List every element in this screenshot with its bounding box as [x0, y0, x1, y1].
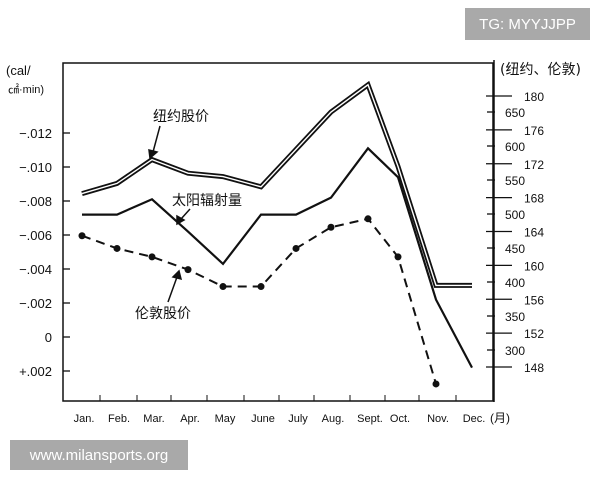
ny-axis-tick-label: 400 — [505, 276, 525, 290]
london-axis-tick-label: 180 — [524, 90, 544, 104]
london-axis-tick-label: 164 — [524, 226, 544, 240]
arrow-solar — [180, 208, 191, 220]
arrow-ny — [152, 125, 161, 153]
london-axis-tick-label: 156 — [524, 293, 544, 307]
series-london-point — [394, 253, 402, 261]
left-axis-unit-line2: ㎠·min) — [8, 83, 44, 96]
series-london-point — [184, 266, 192, 274]
x-axis-tick-label: Mar. — [143, 413, 164, 425]
ny-axis-tick-label: 600 — [505, 140, 525, 154]
left-axis-tick-label: 0 — [45, 330, 52, 345]
left-axis-tick-label: −.012 — [19, 126, 52, 141]
london-axis-tick-label: 168 — [524, 192, 544, 206]
series-london-point — [148, 253, 156, 261]
annotation-ny: 纽约股价 — [153, 109, 209, 125]
ny-axis-tick-label: 450 — [505, 242, 525, 256]
left-axis-tick-label: +.002 — [19, 364, 52, 379]
arrow-london-head — [171, 269, 183, 281]
left-axis-tick-label: −.008 — [19, 194, 52, 209]
left-axis-tick-label: −.004 — [19, 262, 52, 277]
x-axis-tick-label: Sept. — [357, 413, 383, 425]
x-axis-tick-label: Oct. — [390, 413, 410, 425]
x-axis-tick-label: Nov. — [427, 413, 449, 425]
watermark-top: TG: MYYJJPP — [465, 8, 590, 40]
series-london-point — [432, 380, 440, 388]
x-axis-tick-label: July — [288, 413, 308, 425]
ny-axis-tick-label: 500 — [505, 208, 525, 222]
arrow-london — [167, 276, 178, 303]
annotation-solar: 太阳辐射量 — [172, 193, 242, 209]
x-axis-tick-label: June — [251, 413, 275, 425]
series-london-point — [219, 283, 227, 291]
arrow-ny-head — [148, 149, 159, 160]
annotation-london: 伦敦股价 — [135, 306, 191, 322]
series-london-line — [81, 217, 437, 385]
ny-axis-tick-label: 350 — [505, 310, 525, 324]
x-axis-tick-label: Apr. — [180, 413, 200, 425]
plot-frame — [62, 62, 494, 402]
right-axis-unit: (纽约、伦敦) — [500, 62, 581, 78]
watermark-bottom: www.milansports.org — [10, 440, 188, 470]
ny-axis-tick-label: 550 — [505, 174, 525, 188]
london-axis-tick-label: 172 — [524, 158, 544, 172]
arrow-solar-head — [176, 214, 186, 226]
x-axis-tick-label: Aug. — [322, 413, 345, 425]
x-axis-unit: (月) — [490, 411, 510, 425]
x-axis-tick-label: Jan. — [74, 413, 95, 425]
left-axis-unit-line1: (cal/ — [6, 63, 31, 78]
x-axis-tick-label: Dec. — [463, 413, 486, 425]
london-axis-tick-label: 176 — [524, 124, 544, 138]
series-london-point — [113, 244, 121, 252]
series-london-point — [364, 215, 372, 223]
london-axis-tick-label: 148 — [524, 361, 544, 375]
london-axis-tick-label: 152 — [524, 327, 544, 341]
series-london-point — [78, 232, 86, 240]
left-axis-tick-label: −.010 — [19, 160, 52, 175]
left-axis-tick-label: −.002 — [19, 296, 52, 311]
series-london-point — [292, 244, 300, 252]
series-ny-line — [81, 80, 472, 288]
series-london-point — [327, 223, 335, 231]
annotation-arrows — [148, 125, 191, 303]
ny-axis-tick-label: 300 — [505, 344, 525, 358]
x-axis-tick-label: Feb. — [108, 413, 130, 425]
x-axis-tick-label: May — [215, 413, 236, 425]
series-ny-line-inner — [81, 83, 472, 287]
series-solar-line — [82, 146, 473, 369]
series-london-point — [257, 283, 265, 291]
left-axis-tick-label: −.006 — [19, 228, 52, 243]
london-axis-tick-label: 160 — [524, 259, 544, 273]
ny-axis-tick-label: 650 — [505, 106, 525, 120]
